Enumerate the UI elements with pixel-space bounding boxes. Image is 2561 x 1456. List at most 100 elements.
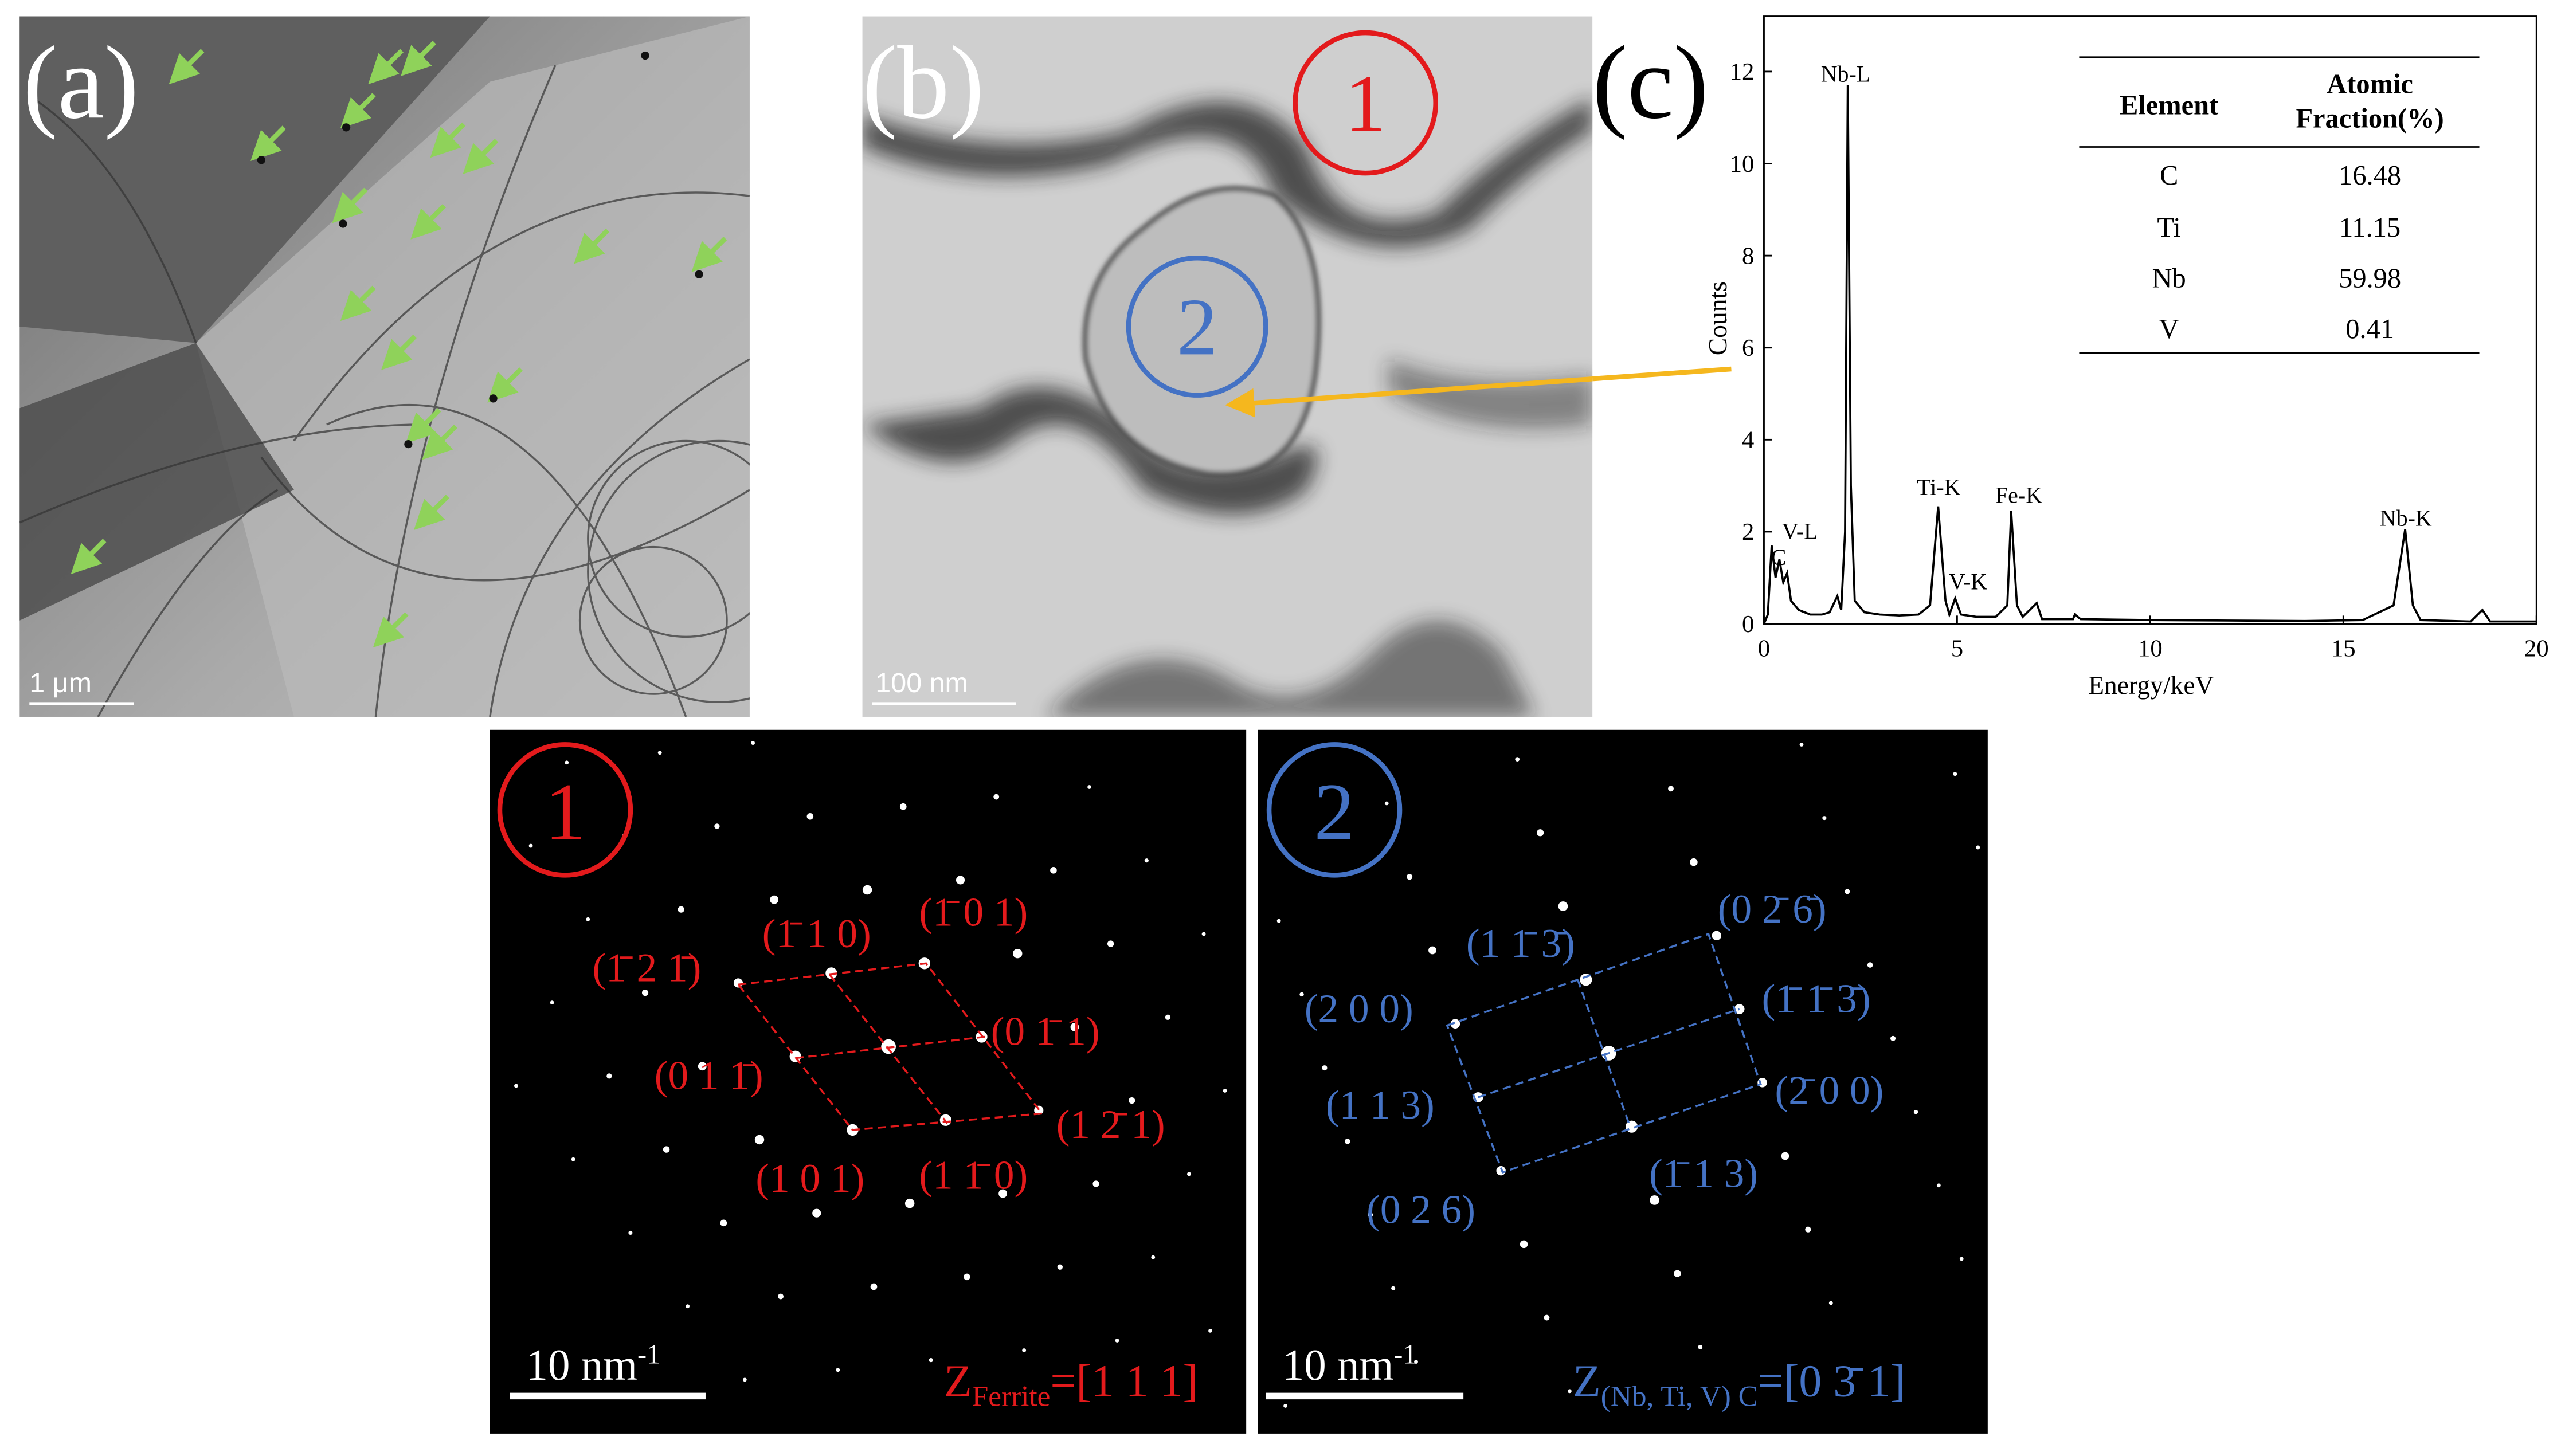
peak-label: C xyxy=(1771,544,1787,570)
region-label: 2 xyxy=(1314,767,1354,857)
peak-label: Ti-K xyxy=(1917,474,1960,500)
table-cell: V xyxy=(2159,314,2179,344)
panel-label: (a) xyxy=(23,25,139,140)
diffraction-spot xyxy=(1165,1014,1171,1020)
diffraction-spot xyxy=(1781,1152,1789,1160)
spot-index: (1 1̄ 0) xyxy=(919,1153,1028,1198)
diffraction-spot xyxy=(641,989,649,996)
y-tick-label: 8 xyxy=(1742,242,1754,269)
diffraction-spot xyxy=(1107,940,1114,947)
table-cell: C xyxy=(2160,160,2178,191)
diffraction-spot xyxy=(806,813,814,820)
diffraction-spot xyxy=(1828,1301,1833,1305)
diffraction-spot xyxy=(1407,874,1413,880)
diffraction-spot xyxy=(1890,1035,1896,1041)
diffraction-spot xyxy=(571,1157,575,1161)
table-header: Atomic Fraction(%) xyxy=(2296,69,2443,134)
spot-index: (1̄ 1 0) xyxy=(762,912,871,956)
arrow xyxy=(414,495,449,531)
diffraction-spot xyxy=(1050,867,1057,874)
diffraction-spot xyxy=(1013,948,1023,959)
x-tick-label: 15 xyxy=(2331,635,2356,662)
sad-pattern-1: 1 (1̄ 1 0) (1̄ 0 1) (1̄ 2 1̄) (0 1̄ 1) (0 1 … xyxy=(490,729,1247,1434)
diffraction-spot xyxy=(1283,1404,1287,1408)
spot-index: (0 1 1̄) xyxy=(655,1054,763,1098)
particle xyxy=(641,51,649,60)
diffraction-spot xyxy=(998,1189,1007,1198)
diffraction-spot xyxy=(1650,1195,1659,1205)
peak-label: V-K xyxy=(1949,569,1987,595)
y-tick-label: 4 xyxy=(1742,427,1754,454)
diffraction-spot xyxy=(1115,1339,1119,1343)
arrow xyxy=(381,335,417,370)
panel-label: (c) xyxy=(1592,25,1708,140)
spot-index: (1̄ 1 3) xyxy=(1649,1152,1758,1196)
diffraction-spot xyxy=(657,751,662,755)
table: Element Atomic Fraction(%) C 16.48 Ti 11.15… xyxy=(2079,56,2480,354)
diffraction-spot xyxy=(1698,1345,1703,1349)
diffraction-spot xyxy=(1913,1109,1918,1114)
diffraction-spot xyxy=(663,1146,670,1153)
diffraction-spot xyxy=(1953,772,1957,776)
y-tick-label: 10 xyxy=(1730,151,1755,178)
diffraction-spot xyxy=(1428,946,1436,955)
region-label: 1 xyxy=(1345,58,1386,148)
x-tick-label: 5 xyxy=(1951,635,1963,662)
panel-label: (b) xyxy=(863,25,985,140)
diffraction-spot xyxy=(870,1283,878,1290)
diffraction-spot xyxy=(881,1039,896,1054)
diffraction-spot xyxy=(686,1304,690,1309)
particle xyxy=(404,439,413,449)
peak-label: Nb-L xyxy=(1821,61,1870,87)
arrow xyxy=(487,367,523,403)
arrow xyxy=(691,237,727,272)
arrow xyxy=(332,187,368,223)
y-tick-label: 6 xyxy=(1742,335,1754,362)
particle xyxy=(339,219,347,228)
diffraction-spot xyxy=(733,978,743,988)
diffraction-spot xyxy=(628,1230,633,1235)
diffraction-spot xyxy=(528,843,533,848)
diffraction-spot xyxy=(1674,1270,1681,1277)
diffraction-spot xyxy=(1384,801,1389,806)
spectrum-line xyxy=(1763,85,2537,625)
diffraction-spot xyxy=(1187,1172,1191,1176)
spot-index: (1 1 3) xyxy=(1326,1083,1435,1128)
diffraction-spot xyxy=(1070,1023,1079,1031)
arrow xyxy=(169,49,205,85)
diffraction-spot xyxy=(1976,845,1980,850)
scale-bar-label: 100 nm xyxy=(875,668,968,698)
diffraction-spot xyxy=(1757,1077,1767,1088)
diffraction-spot xyxy=(754,1135,765,1145)
diffraction-spot xyxy=(742,1377,747,1382)
arrow xyxy=(463,139,499,174)
x-axis-label: Energy/keV xyxy=(2088,670,2214,700)
diffraction-spot xyxy=(1092,1180,1099,1187)
diffraction-spot xyxy=(812,1208,821,1218)
diffraction-spot xyxy=(1034,1105,1044,1115)
diffraction-spot xyxy=(1223,1089,1227,1093)
diffraction-spot xyxy=(1276,919,1281,923)
arrow xyxy=(373,612,409,648)
table-cell: 59.98 xyxy=(2339,264,2401,294)
diffraction-spot xyxy=(1544,1314,1550,1321)
arrow xyxy=(340,93,376,129)
diffraction-spot xyxy=(1567,1389,1572,1394)
diffraction-spot xyxy=(1712,931,1721,940)
arrow xyxy=(401,41,436,76)
peak-label: Nb-K xyxy=(2380,505,2432,531)
spot-index: (1̄ 0 1) xyxy=(919,890,1028,935)
diffraction-spot xyxy=(1129,1097,1135,1104)
scale-bar-label: 10 nm-1 xyxy=(526,1339,661,1389)
diffraction-spot xyxy=(720,1219,727,1227)
scale-bar-label: 10 nm-1 xyxy=(1282,1339,1417,1389)
arrow xyxy=(405,408,441,444)
spot-index: (0 1̄ 1) xyxy=(991,1010,1100,1054)
table-cell: 0.41 xyxy=(2345,314,2394,344)
diffraction-spot xyxy=(778,1293,784,1300)
y-tick-label: 2 xyxy=(1742,519,1754,545)
y-axis-label: Counts xyxy=(1703,281,1732,355)
diffraction-spot xyxy=(751,741,755,745)
diffraction-spot xyxy=(1450,1019,1460,1029)
